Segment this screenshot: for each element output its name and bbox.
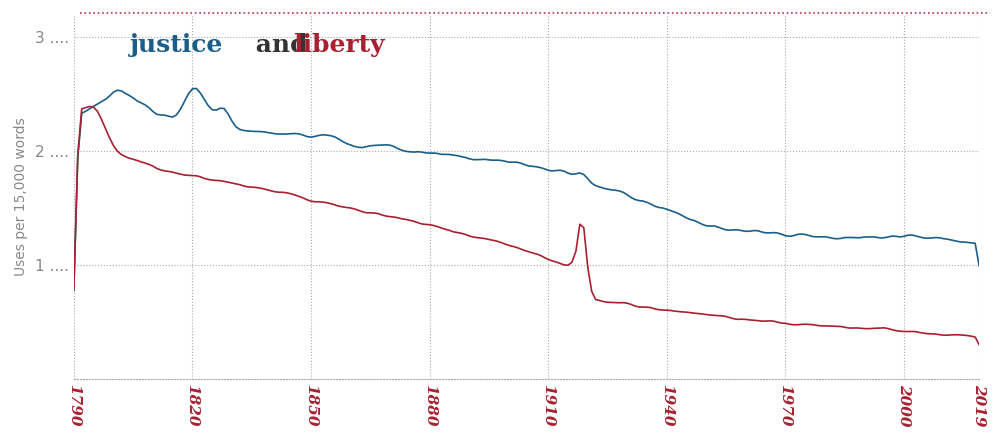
Text: justice: justice xyxy=(130,33,223,57)
Text: liberty: liberty xyxy=(293,33,385,57)
Y-axis label: Uses per 15,000 words: Uses per 15,000 words xyxy=(14,117,28,276)
Text: and: and xyxy=(247,33,316,57)
